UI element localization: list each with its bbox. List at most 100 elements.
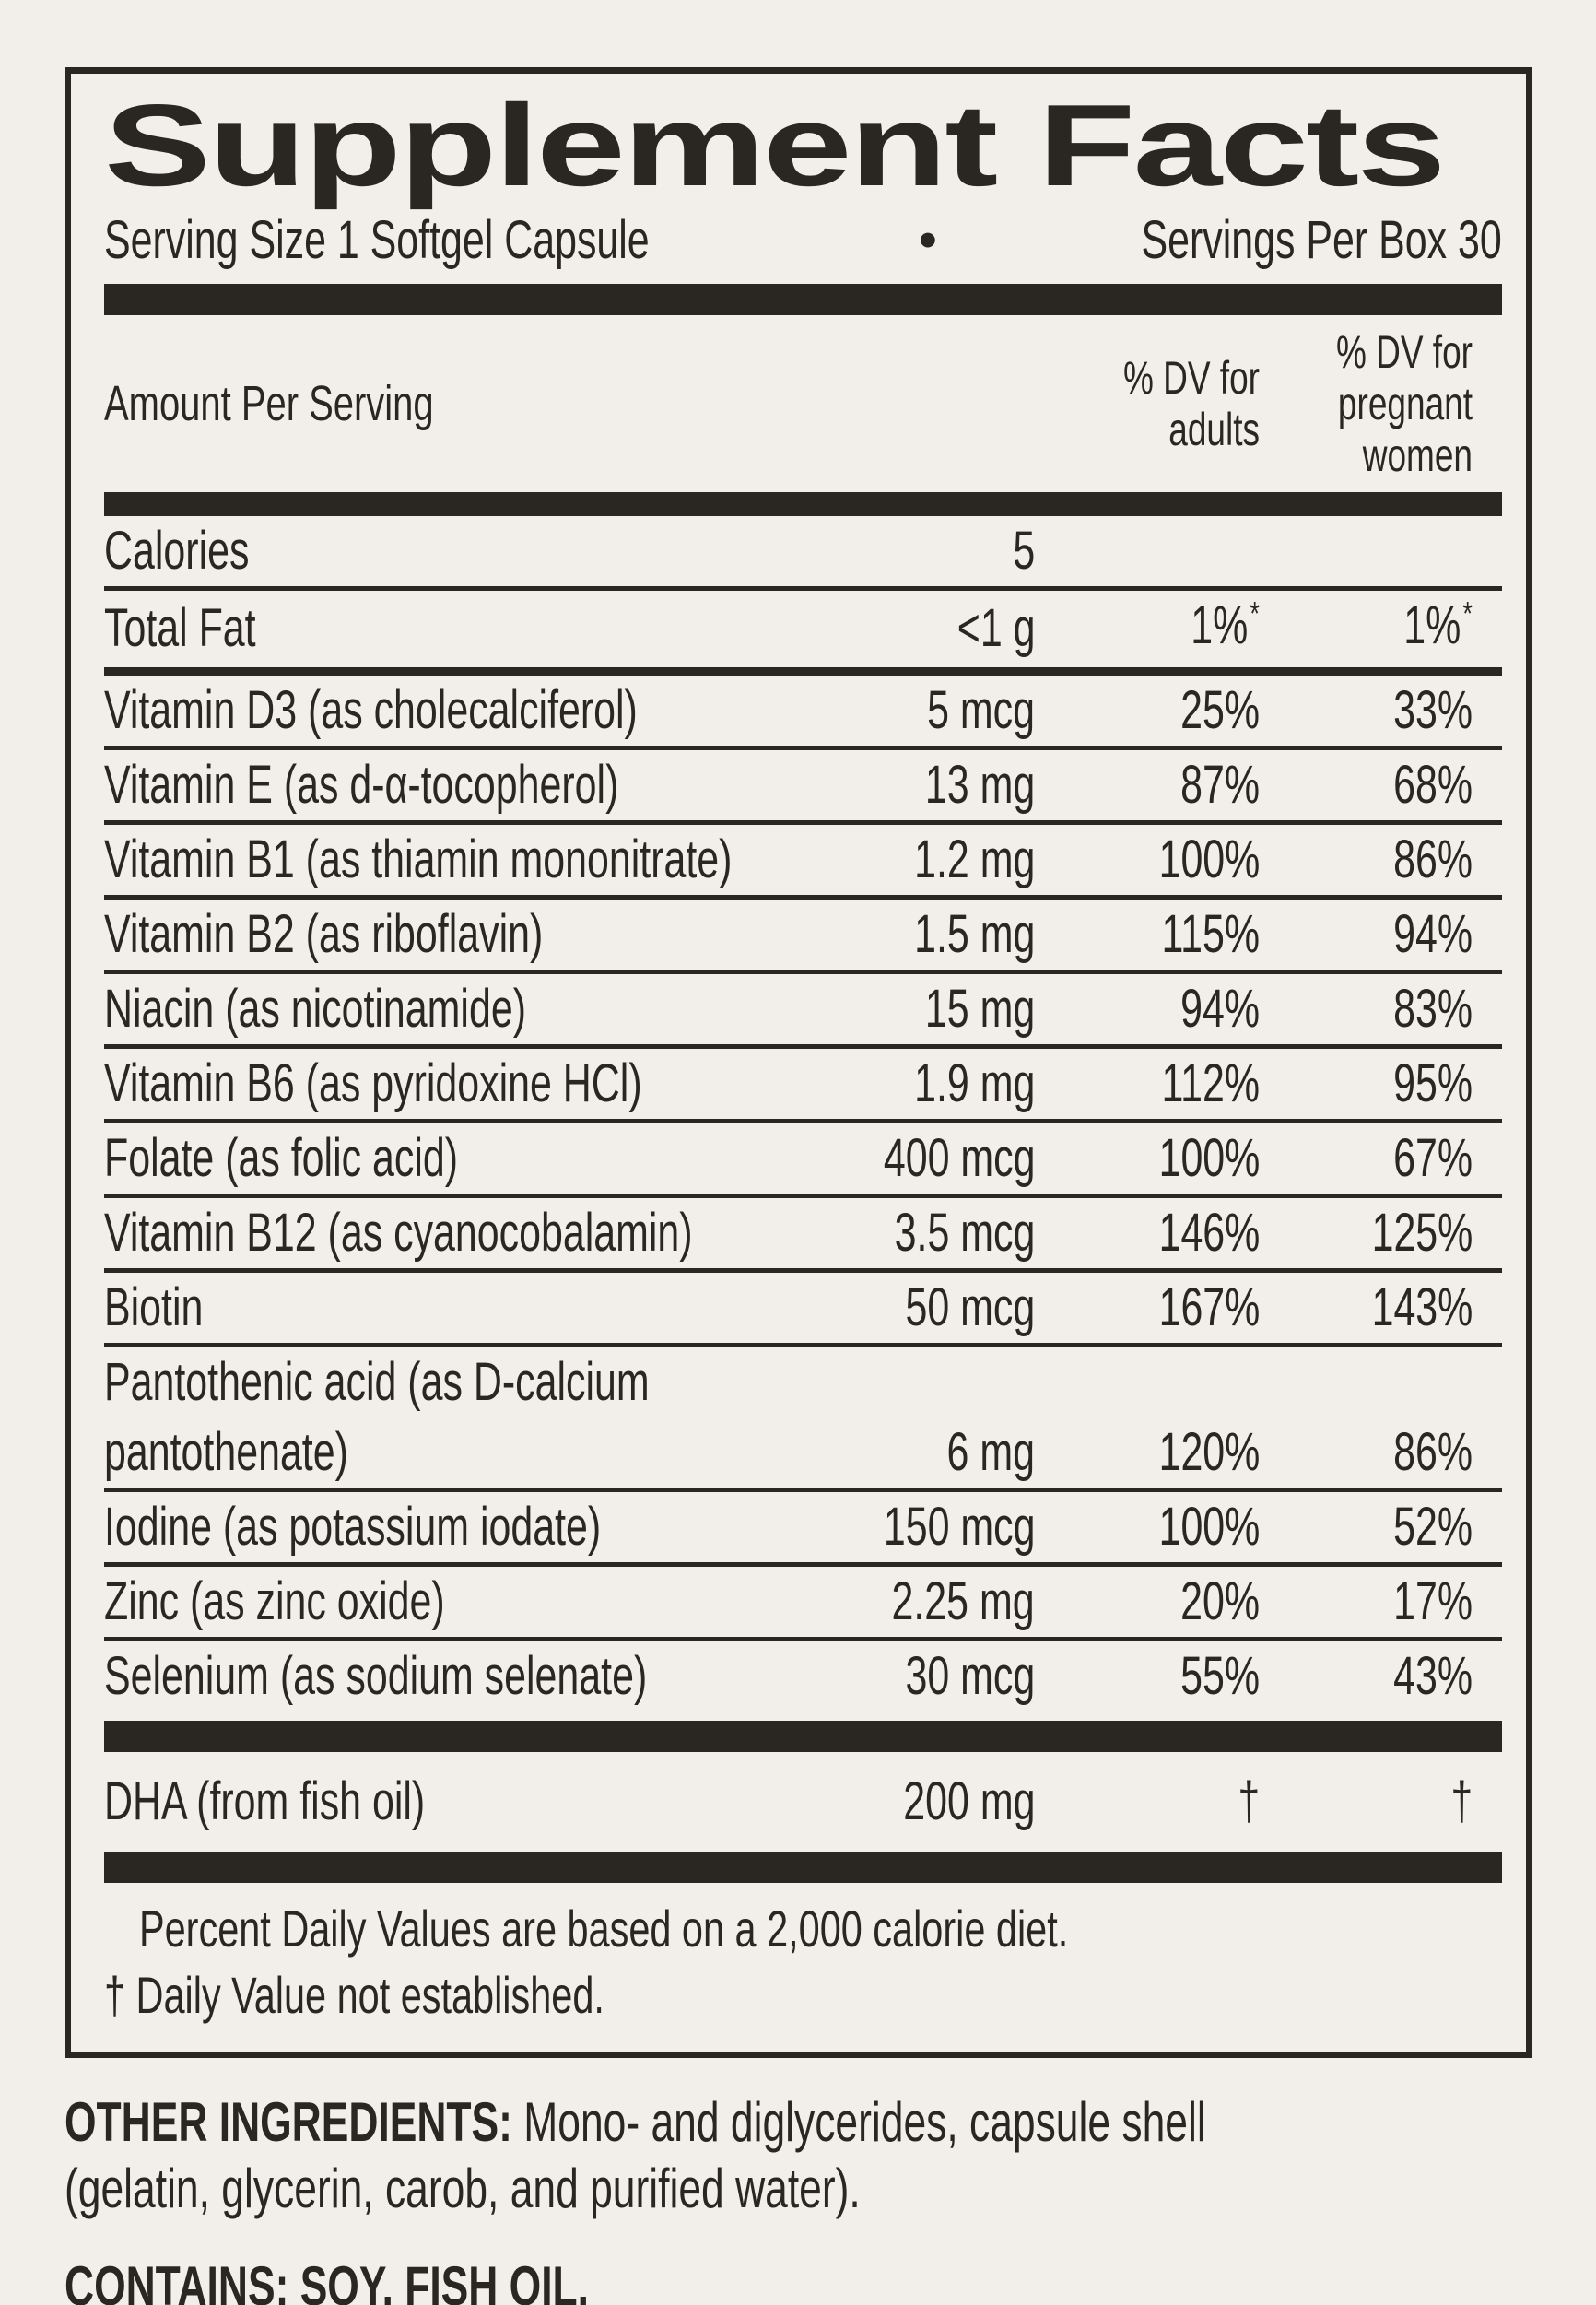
- row-amount: 1.5 mg: [913, 903, 1035, 964]
- row-label: Folate (as folic acid): [104, 1127, 459, 1188]
- row-divider: [104, 894, 1502, 900]
- footnote-daily-values: Percent Daily Values are based on a 2,00…: [139, 1899, 1069, 1958]
- column-header-row: Amount Per Serving % DV for adults % DV …: [104, 326, 1502, 481]
- row-amount: 400 mcg: [883, 1127, 1035, 1188]
- table-row: Calories 5: [104, 516, 1502, 586]
- header-bar: [104, 283, 1502, 315]
- other-ingredients-text: Mono- and diglycerides, capsule shell: [511, 2091, 1206, 2154]
- row-label: Zinc (as zinc oxide): [104, 1570, 445, 1631]
- row-divider: [104, 1193, 1502, 1198]
- row-dv-adults: 1%*: [1191, 594, 1260, 655]
- row-dv-adults: 55%: [1180, 1645, 1260, 1706]
- table-row: Vitamin B6 (as pyridoxine HCl) 1.9 mg 11…: [104, 1049, 1502, 1119]
- row-label: Calories: [104, 520, 250, 581]
- row-divider: [104, 1487, 1502, 1492]
- row-label: Vitamin B12 (as cyanocobalamin): [104, 1202, 693, 1263]
- row-dv-pregnant: 83%: [1393, 978, 1473, 1039]
- other-ingredients-line1: OTHER INGREDIENTS: Mono- and diglyceride…: [65, 2089, 1532, 2156]
- row-dv-pregnant: 52%: [1393, 1496, 1473, 1557]
- row-amount: 2.25 mg: [891, 1570, 1035, 1631]
- row-dv-pregnant: †: [1450, 1770, 1473, 1831]
- column-dv-adults: % DV for adults: [1122, 351, 1260, 455]
- row-amount: 150 mcg: [883, 1496, 1035, 1557]
- row-dv-pregnant: 67%: [1393, 1127, 1473, 1188]
- row-dv-adults: †: [1238, 1770, 1260, 1831]
- row-dv-pregnant: 33%: [1393, 679, 1473, 740]
- row-dv-pregnant: 68%: [1393, 754, 1473, 815]
- row-amount: 50 mcg: [905, 1276, 1035, 1337]
- facts-rows: Calories 5 Total Fat <1 g 1%* 1%* Vitami…: [104, 516, 1502, 1883]
- row-dv-adults: [1035, 516, 1260, 586]
- row-amount: 30 mcg: [905, 1645, 1035, 1706]
- row-dv-adults: 87%: [1180, 754, 1260, 815]
- row-dv-pregnant: 143%: [1371, 1276, 1473, 1337]
- row-dv-pregnant: 1%*: [1403, 594, 1473, 655]
- row-dv-adults: 112%: [1161, 1053, 1260, 1113]
- table-row: Total Fat <1 g 1%* 1%*: [104, 591, 1502, 667]
- serving-row: Serving Size 1 Softgel Capsule • Serving…: [104, 209, 1502, 270]
- row-label: Vitamin D3 (as cholecalciferol): [104, 679, 638, 740]
- serving-size-text: Serving Size 1 Softgel Capsule: [104, 209, 650, 270]
- contains-statement: CONTAINS: SOY, FISH OIL.: [65, 2255, 590, 2305]
- page-title: Supplement Facts: [104, 80, 1502, 210]
- table-row: Iodine (as potassium iodate) 150 mcg 100…: [104, 1492, 1502, 1562]
- footnote-daily-value-not-established: † Daily Value not established.: [104, 1965, 604, 2024]
- row-amount: 1.9 mg: [913, 1053, 1035, 1113]
- row-divider: [104, 1043, 1502, 1049]
- section-bar: [104, 1720, 1502, 1752]
- row-dv-adults: 20%: [1180, 1570, 1260, 1631]
- row-amount: 15 mg: [924, 978, 1035, 1039]
- row-dv-pregnant: 43%: [1393, 1645, 1473, 1706]
- table-row: DHA (from fish oil) 200 mg † †: [104, 1761, 1502, 1842]
- servings-per-box-text: Servings Per Box 30: [1141, 209, 1502, 270]
- row-dv-pregnant: 95%: [1393, 1053, 1473, 1113]
- row-divider: [104, 1118, 1502, 1123]
- row-divider: [104, 1636, 1502, 1641]
- row-divider: [104, 1342, 1502, 1347]
- row-label: Iodine (as potassium iodate): [104, 1496, 602, 1557]
- supplement-facts-panel: Supplement Facts Serving Size 1 Softgel …: [65, 67, 1532, 2059]
- row-amount: 5: [1013, 520, 1035, 581]
- row-divider: [104, 745, 1502, 750]
- row-dv-pregnant: 86%: [1393, 829, 1473, 889]
- row-dv-adults: 100%: [1158, 829, 1260, 889]
- row-label: Total Fat: [104, 598, 256, 659]
- row-label: Vitamin B2 (as riboflavin): [104, 903, 544, 964]
- row-dv-adults: 100%: [1158, 1127, 1260, 1188]
- row-divider: [104, 819, 1502, 825]
- table-row: Selenium (as sodium selenate) 30 mcg 55%…: [104, 1641, 1502, 1711]
- row-divider: [104, 969, 1502, 974]
- row-dv-pregnant: 86%: [1393, 1421, 1473, 1482]
- column-header-bar: [104, 491, 1502, 516]
- table-row: Pantothenic acid (as D-calcium pantothena…: [104, 1347, 1502, 1488]
- row-amount: 13 mg: [924, 754, 1035, 815]
- row-label: Vitamin E (as d-α-tocopherol): [104, 754, 619, 815]
- table-row: Vitamin D3 (as cholecalciferol) 5 mcg 25…: [104, 676, 1502, 746]
- table-row: Vitamin B1 (as thiamin mononitrate) 1.2 …: [104, 825, 1502, 895]
- row-label: Selenium (as sodium selenate): [104, 1645, 648, 1706]
- row-dv-adults: 25%: [1180, 679, 1260, 740]
- row-dv-adults: 94%: [1180, 978, 1260, 1039]
- row-dv-adults: 167%: [1158, 1276, 1260, 1337]
- row-divider: [104, 1267, 1502, 1273]
- row-dv-adults: 100%: [1158, 1496, 1260, 1557]
- other-ingredients-label: OTHER INGREDIENTS:: [65, 2091, 512, 2154]
- row-label: Biotin: [104, 1276, 204, 1337]
- section-bar: [104, 1851, 1502, 1883]
- footnotes: Percent Daily Values are based on a 2,00…: [104, 1899, 1502, 2025]
- row-label: DHA (from fish oil): [104, 1770, 426, 1831]
- row-amount: <1 g: [956, 598, 1035, 659]
- row-dv-pregnant: 125%: [1371, 1202, 1473, 1263]
- table-row: Vitamin B12 (as cyanocobalamin) 3.5 mcg …: [104, 1198, 1502, 1268]
- row-label: Vitamin B1 (as thiamin mononitrate): [104, 829, 733, 889]
- row-divider: [104, 1561, 1502, 1567]
- row-amount: 1.2 mg: [913, 829, 1035, 889]
- table-row: Vitamin E (as d-α-tocopherol) 13 mg 87% …: [104, 750, 1502, 820]
- row-label: Vitamin B6 (as pyridoxine HCl): [104, 1053, 642, 1113]
- table-row: Biotin 50 mcg 167% 143%: [104, 1273, 1502, 1343]
- row-dv-pregnant: 17%: [1393, 1570, 1473, 1631]
- row-dv-pregnant: [1260, 516, 1502, 586]
- page-title-text: Supplement Facts: [104, 80, 1446, 210]
- table-row: Folate (as folic acid) 400 mcg 100% 67%: [104, 1123, 1502, 1194]
